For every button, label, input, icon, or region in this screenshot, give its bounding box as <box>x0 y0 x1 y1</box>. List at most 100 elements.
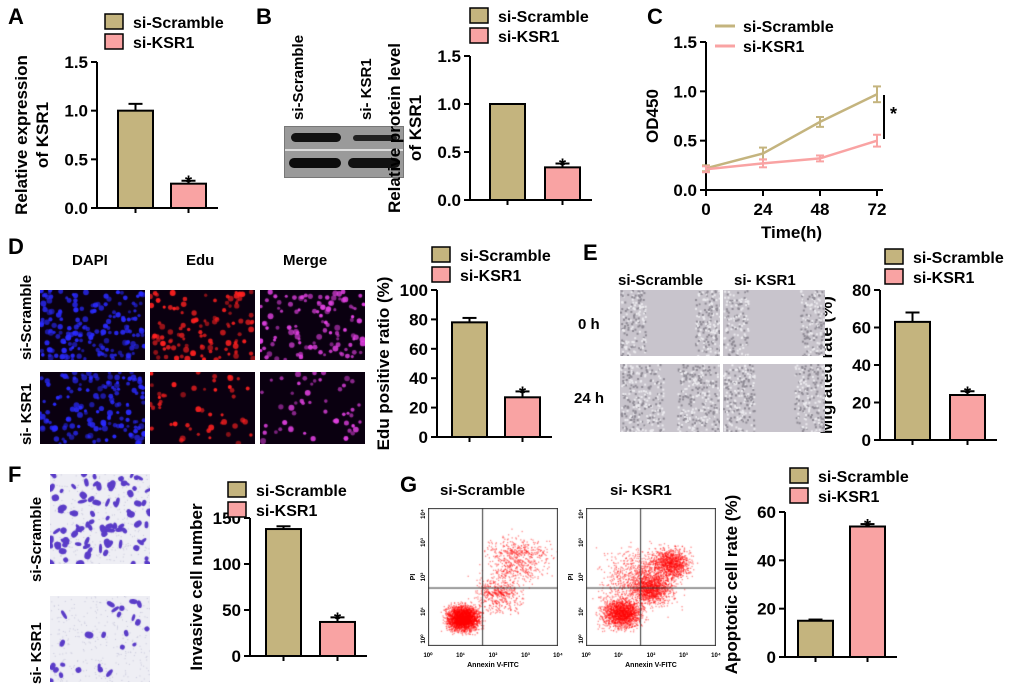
legend-label: si-Scramble <box>743 19 834 36</box>
x-tick-label: 24 <box>754 200 773 219</box>
significance-marker: * <box>964 383 971 403</box>
legend-label: si-Scramble <box>818 469 909 486</box>
y-tick-label: 100 <box>213 555 241 574</box>
y-tick-label: 10² <box>420 573 427 582</box>
y-tick-label: 1.0 <box>437 95 461 114</box>
x-tick-label: 10⁰ <box>581 652 591 659</box>
legend-swatch <box>104 13 124 30</box>
col-label-edu: Edu <box>186 252 215 269</box>
significance-marker: * <box>864 516 871 536</box>
y-tick-label: 80 <box>409 310 428 329</box>
image-wound-ksr1-0h <box>723 290 825 356</box>
legend-swatch <box>104 33 124 50</box>
legend-swatch <box>789 467 809 484</box>
y-tick-label: 60 <box>757 503 776 522</box>
y-tick-label: 10⁴ <box>579 509 585 519</box>
image-transwell-scramble <box>50 474 150 564</box>
significance-marker: * <box>519 383 526 403</box>
y-tick-label: 10⁴ <box>421 509 427 519</box>
panel-label-a: A <box>8 4 24 29</box>
image-wound-ksr1-24h <box>723 364 825 432</box>
y-tick-label: 1.0 <box>64 102 88 121</box>
y-tick-label: 80 <box>852 281 871 300</box>
x-tick-label: 10⁰ <box>423 652 433 659</box>
y-tick-label: 0.5 <box>437 143 461 162</box>
image-merge-ksr1 <box>260 372 365 444</box>
y-axis-label: Relative expression <box>12 55 31 215</box>
legend-swatch <box>884 268 904 285</box>
col-label-dapi: DAPI <box>72 252 108 269</box>
significance-marker: * <box>185 173 192 193</box>
series-line-si-ksr1 <box>705 139 878 171</box>
y-tick-label: 40 <box>757 551 776 570</box>
legend-label: si-KSR1 <box>460 268 521 285</box>
western-blot-image <box>284 126 404 178</box>
y-tick-label: 50 <box>222 601 241 620</box>
x-tick-label: 10¹ <box>614 652 623 659</box>
y-tick-label: 20 <box>409 399 428 418</box>
x-axis-label: Time(h) <box>761 223 822 242</box>
image-dapi-scramble <box>40 290 145 360</box>
y-tick-label: 0.0 <box>437 191 461 210</box>
col-label-ksr1: si- KSR1 <box>734 272 796 289</box>
bar-si-scramble <box>117 109 154 209</box>
significance-marker: * <box>890 104 897 124</box>
image-merge-scramble <box>260 290 365 360</box>
y-tick-label: 60 <box>409 340 428 359</box>
legend-swatch <box>227 501 247 518</box>
y-axis-label: PI <box>568 574 575 581</box>
x-axis-label: Annexin V-FITC <box>467 662 519 669</box>
y-tick-label: 60 <box>852 319 871 338</box>
legend-label: si-KSR1 <box>818 489 879 506</box>
panel-label-g: G <box>400 472 418 497</box>
y-tick-label: 0.5 <box>673 132 697 151</box>
panel-label-d: D <box>8 234 24 259</box>
y-axis-label: Edu positive ratio (%) <box>374 277 393 451</box>
row-label-24h: 24 h <box>574 390 605 407</box>
legend-label: si-Scramble <box>256 483 347 500</box>
y-tick-label: 0.5 <box>64 150 88 169</box>
y-axis-label: of KSR1 <box>406 95 425 161</box>
x-tick-label: 10³ <box>679 652 688 659</box>
col-label-merge: Merge <box>283 252 328 269</box>
col-label-scramble: si-Scramble <box>618 272 704 289</box>
y-tick-label: 40 <box>852 356 871 375</box>
legend-label: si-Scramble <box>913 250 1004 267</box>
bar-si-scramble <box>265 528 302 657</box>
y-tick-label: 10² <box>578 573 585 582</box>
bar-si-scramble <box>797 619 834 658</box>
image-edu-scramble <box>150 290 255 360</box>
y-tick-label: 20 <box>757 600 776 619</box>
y-tick-label: 10³ <box>578 538 585 547</box>
y-tick-label: 1.5 <box>437 47 461 66</box>
y-tick-label: 0.0 <box>64 199 88 218</box>
y-tick-label: 0 <box>419 428 428 447</box>
y-tick-label: 1.0 <box>673 82 697 101</box>
significance-marker: * <box>559 156 566 176</box>
y-tick-label: 20 <box>852 394 871 413</box>
legend-label: si-KSR1 <box>743 39 804 56</box>
y-tick-label: 10¹ <box>420 607 427 616</box>
legend-swatch <box>431 246 451 263</box>
x-tick-label: 10¹ <box>456 652 465 659</box>
y-tick-label: 10⁰ <box>420 634 427 644</box>
flow-title-scramble: si-Scramble <box>440 482 526 499</box>
y-axis-label: Apoptotic cell rate (%) <box>722 495 741 674</box>
bar-si-ksr1 <box>170 182 207 210</box>
legend-label: si-KSR1 <box>498 29 559 46</box>
y-tick-label: 0 <box>232 647 241 666</box>
panel-label-f: F <box>8 462 22 487</box>
x-axis-label: Annexin V-FITC <box>625 662 677 669</box>
x-tick-label: 0 <box>701 200 710 219</box>
image-transwell-ksr1 <box>50 596 150 682</box>
legend-swatch <box>469 7 489 24</box>
legend-label: si-KSR1 <box>133 35 194 52</box>
y-axis-label: PI <box>410 574 417 581</box>
image-wound-scramble-0h <box>620 290 720 356</box>
y-tick-label: 0 <box>767 648 776 667</box>
y-tick-label: 1.5 <box>673 33 697 52</box>
x-tick-label: 48 <box>811 200 830 219</box>
legend-label: si-Scramble <box>460 248 551 265</box>
